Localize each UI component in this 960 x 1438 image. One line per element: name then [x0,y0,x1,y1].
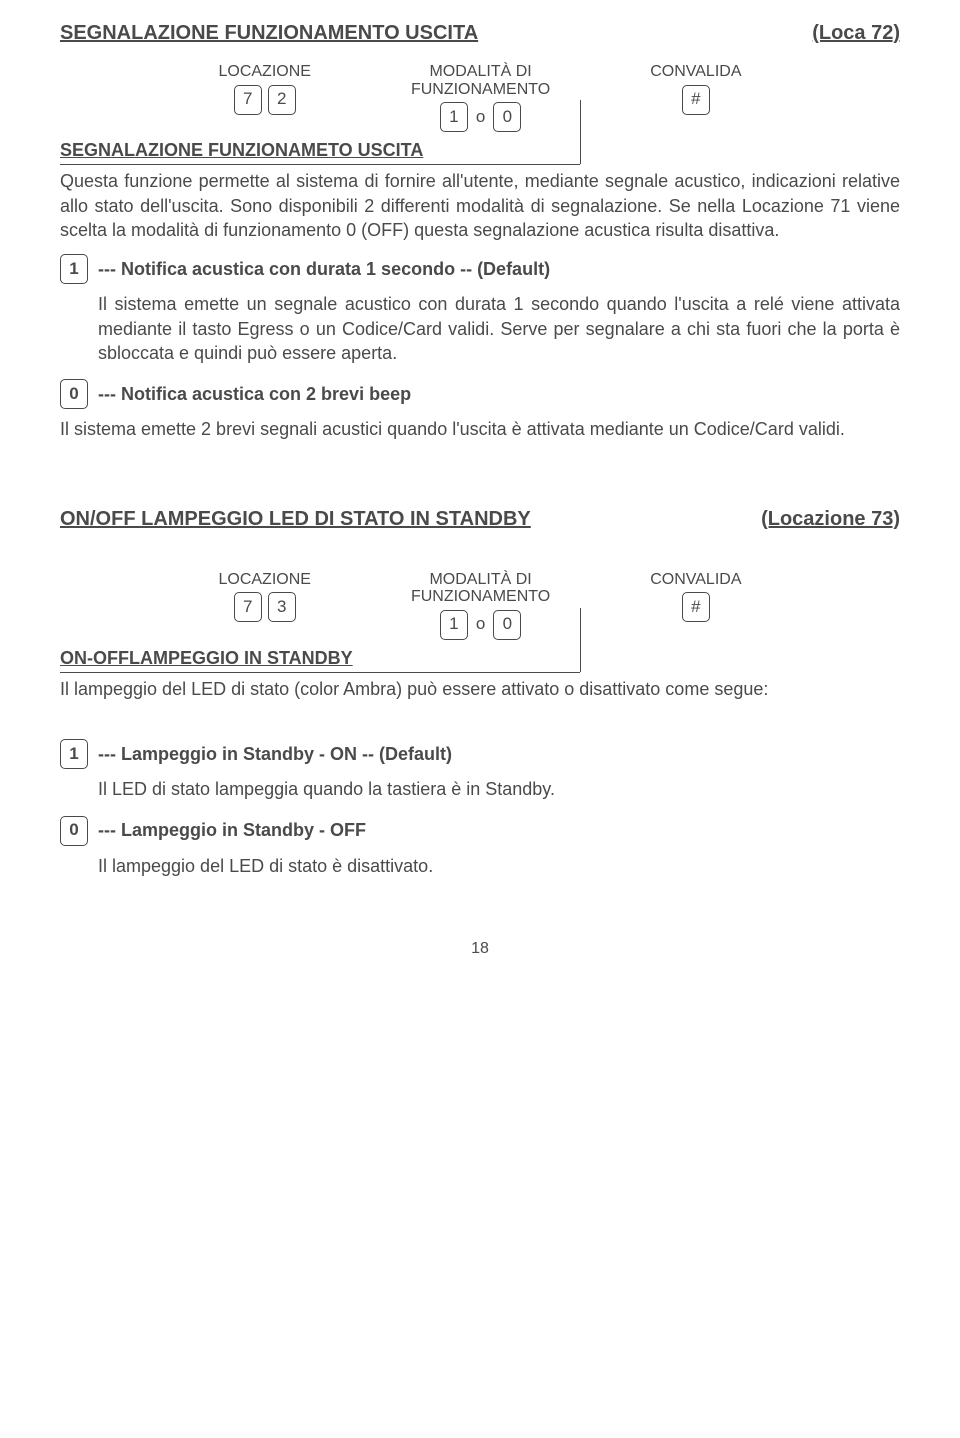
section1-intro: Questa funzione permette al sistema di f… [60,169,900,242]
section1-title-left: SEGNALAZIONE FUNZIONAMENTO USCITA [60,20,478,47]
key-1: 1 [60,739,88,769]
key-7: 7 [234,592,262,622]
section1-connector: SEGNALAZIONE FUNZIONAMETO USCITA [60,138,900,165]
label-line2: FUNZIONAMENTO [411,588,550,606]
section2-col-locazione: LOCAZIONE 7 3 [218,571,310,640]
section1-title: SEGNALAZIONE FUNZIONAMENTO USCITA (Loca … [60,20,900,47]
connector-hline [60,164,580,165]
key-hash: # [682,592,710,622]
gap [60,549,900,571]
key-0: 0 [493,102,521,132]
label-text: CONVALIDA [650,63,741,81]
key-3: 3 [268,592,296,622]
section1-col-locazione: LOCAZIONE 7 2 [218,63,310,132]
label-line1: MODALITÀ DI [411,63,550,81]
section2-title: ON/OFF LAMPEGGIO LED DI STATO IN STANDBY… [60,506,900,533]
key-row: 1 o 0 [440,610,521,640]
key-0: 0 [60,816,88,846]
key-1: 1 [60,254,88,284]
col-label: MODALITÀ DI FUNZIONAMENTO [411,571,550,606]
section1-opt1-body: Il sistema emette un segnale acustico co… [98,292,900,365]
label-line2: FUNZIONAMENTO [411,81,550,99]
label-line1: MODALITÀ DI [411,571,550,589]
section1-opt2-body: Il sistema emette 2 brevi segnali acusti… [60,417,900,441]
opt2-title: --- Notifica acustica con 2 brevi beep [98,382,411,406]
col-label: CONVALIDA [650,571,741,589]
key-7: 7 [234,85,262,115]
section2-opt2-body: Il lampeggio del LED di stato è disattiv… [98,854,900,878]
section2-title-right: (Locazione 73) [761,506,900,533]
section2-col-modalita: MODALITÀ DI FUNZIONAMENTO 1 o 0 [411,571,550,640]
section2-opt1-head: 1 --- Lampeggio in Standby - ON -- (Defa… [60,739,900,769]
section2-title-left: ON/OFF LAMPEGGIO LED DI STATO IN STANDBY [60,506,531,533]
section2-subheading: ON-OFFLAMPEGGIO IN STANDBY [60,646,900,670]
connector-vline [580,100,581,164]
section1-opt2-head: 0 --- Notifica acustica con 2 brevi beep [60,379,900,409]
key-0: 0 [493,610,521,640]
section1-col-convalida: CONVALIDA # [650,63,741,132]
key-1: 1 [440,102,468,132]
key-row: 7 2 [234,85,296,115]
key-2: 2 [268,85,296,115]
opt1-title: --- Notifica acustica con durata 1 secon… [98,257,550,281]
section2-param-row: LOCAZIONE 7 3 MODALITÀ DI FUNZIONAMENTO … [60,571,900,640]
key-hash: # [682,85,710,115]
key-1: 1 [440,610,468,640]
col-label: LOCAZIONE [218,571,310,589]
section1-param-row: LOCAZIONE 7 2 MODALITÀ DI FUNZIONAMENTO … [60,63,900,132]
opt2-title: --- Lampeggio in Standby - OFF [98,818,366,842]
section2-col-convalida: CONVALIDA # [650,571,741,640]
connector-hline [60,672,580,673]
section-spacer [60,456,900,506]
or-text: o [476,613,485,636]
section1-col-modalita: MODALITÀ DI FUNZIONAMENTO 1 o 0 [411,63,550,132]
section2-opt1-body: Il LED di stato lampeggia quando la tast… [98,777,900,801]
section1-title-right: (Loca 72) [812,20,900,47]
section2-intro: Il lampeggio del LED di stato (color Amb… [60,677,900,701]
key-row: # [682,592,710,622]
col-label: LOCAZIONE [218,63,310,81]
section2-connector: ON-OFFLAMPEGGIO IN STANDBY [60,646,900,673]
key-row: 1 o 0 [440,102,521,132]
label-text: CONVALIDA [650,571,741,589]
key-0: 0 [60,379,88,409]
label-text: LOCAZIONE [218,571,310,589]
key-row: 7 3 [234,592,296,622]
opt1-title: --- Lampeggio in Standby - ON -- (Defaul… [98,742,452,766]
connector-vline [580,608,581,672]
page-number: 18 [60,938,900,960]
gap [60,713,900,739]
section1-subheading: SEGNALAZIONE FUNZIONAMETO USCITA [60,138,900,162]
col-label: MODALITÀ DI FUNZIONAMENTO [411,63,550,98]
key-row: # [682,85,710,115]
section1-opt1-head: 1 --- Notifica acustica con durata 1 sec… [60,254,900,284]
label-text: LOCAZIONE [218,63,310,81]
or-text: o [476,106,485,129]
col-label: CONVALIDA [650,63,741,81]
section2-opt2-head: 0 --- Lampeggio in Standby - OFF [60,816,900,846]
